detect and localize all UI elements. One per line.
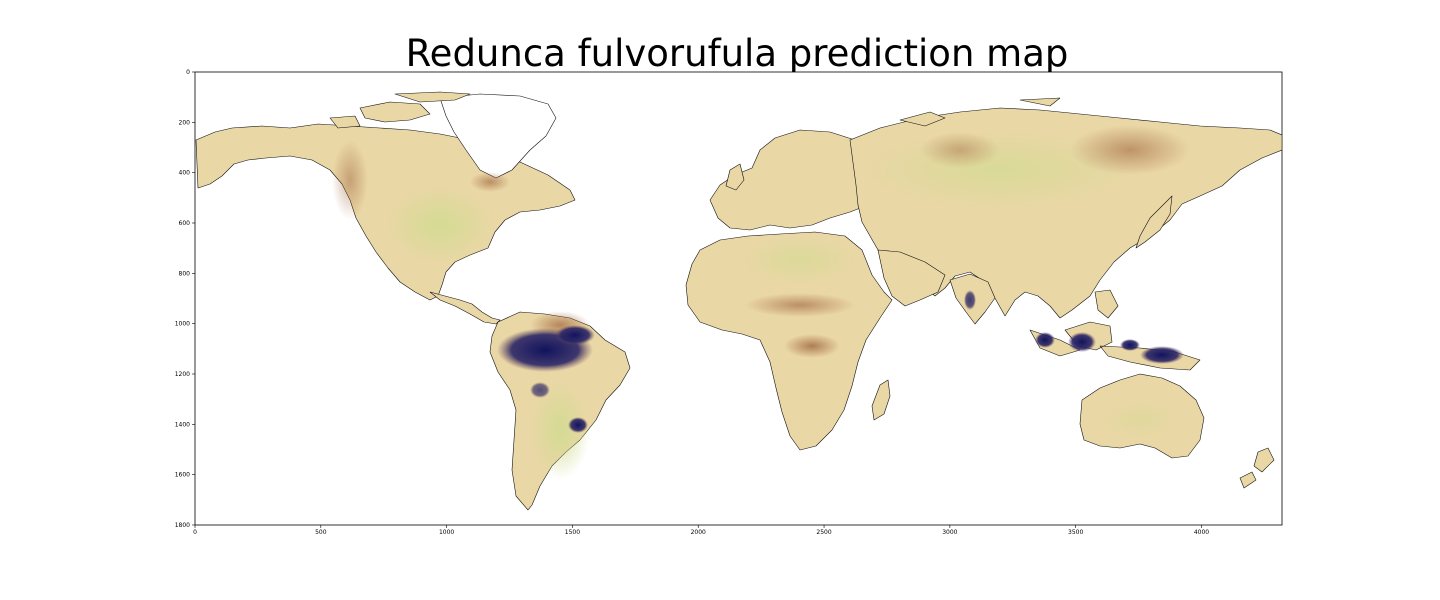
japan (1135, 195, 1173, 249)
y-tick-label: 800 (179, 270, 191, 277)
x-tick-label: 4000 (1194, 529, 1209, 536)
x-tick-label: 500 (315, 529, 327, 536)
x-tick-label: 2500 (816, 529, 831, 536)
y-tick-label: 400 (179, 170, 191, 177)
central-america (429, 291, 501, 325)
x-axis: 0 500 1000 1500 2000 2500 3000 3500 4000 (193, 525, 1209, 536)
map-title: Redunca fulvorufula prediction map (405, 32, 1069, 75)
arctic-eurasia-islands (899, 97, 1061, 127)
prediction-overlays (332, 125, 1190, 480)
y-tick-label: 1200 (175, 371, 190, 378)
arabian-peninsula (877, 249, 946, 307)
x-tick-label: 2000 (691, 529, 706, 536)
y-tick-label: 1800 (175, 522, 190, 529)
y-tick-label: 0 (186, 69, 190, 76)
british-isles (725, 163, 745, 191)
madagascar (871, 379, 891, 421)
y-tick-label: 1400 (175, 421, 190, 428)
x-tick-label: 3500 (1068, 529, 1083, 536)
x-tick-label: 3000 (942, 529, 957, 536)
x-tick-label: 1500 (565, 529, 580, 536)
y-tick-label: 200 (179, 119, 191, 126)
y-tick-label: 600 (179, 220, 191, 227)
y-tick-label: 1000 (175, 321, 190, 328)
y-axis: 0 200 400 600 800 1000 1200 1400 1600 1800 (175, 69, 195, 529)
arctic-islands (329, 91, 471, 129)
x-tick-label: 1000 (439, 529, 454, 536)
y-tick-label: 1600 (175, 472, 190, 479)
new-zealand (1239, 447, 1275, 489)
greenland (439, 93, 557, 179)
x-tick-label: 0 (193, 529, 197, 536)
